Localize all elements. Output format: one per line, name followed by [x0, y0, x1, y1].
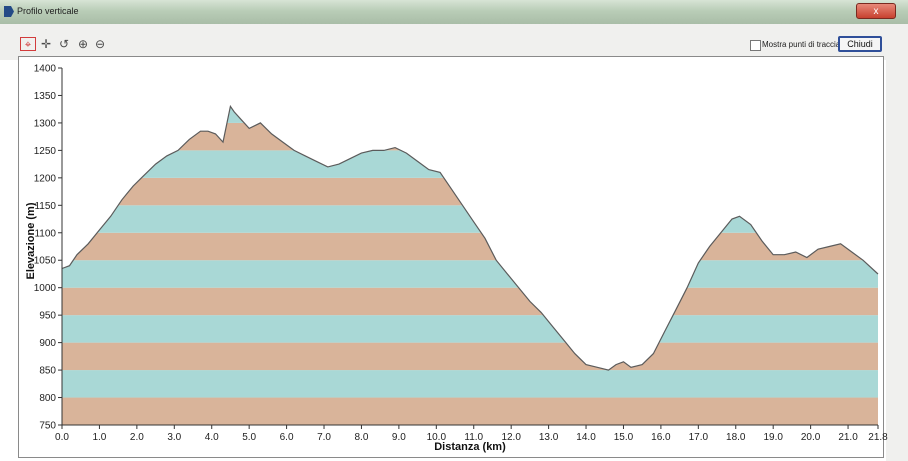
x-tick-label: 8.0	[354, 432, 368, 443]
elevation-band	[62, 342, 878, 371]
elevation-band	[62, 205, 878, 233]
elevation-band	[62, 177, 878, 206]
y-tick-label: 1100	[34, 228, 56, 239]
show-track-points-checkbox[interactable]	[750, 40, 761, 51]
x-tick-label: 3.0	[167, 432, 181, 443]
y-tick-label: 1200	[34, 173, 57, 184]
x-tick-label: 21.8	[868, 432, 888, 443]
x-tick-label: 12.0	[501, 432, 521, 443]
elevation-band	[62, 232, 878, 261]
x-tick-label: 0.0	[55, 432, 69, 443]
select-target-icon[interactable]: ⌖	[20, 37, 36, 51]
elevation-band	[62, 106, 878, 123]
app-icon	[4, 6, 14, 17]
window-close-button[interactable]: x	[856, 3, 896, 19]
x-tick-label: 13.0	[539, 432, 559, 443]
x-axis-label: Distanza (km)	[434, 441, 506, 453]
elevation-band	[62, 260, 878, 288]
rotate-icon[interactable]: ↺	[58, 37, 70, 51]
x-tick-label: 9.0	[392, 432, 406, 443]
elevation-band	[62, 370, 878, 398]
x-tick-label: 15.0	[614, 432, 634, 443]
x-tick-label: 19.0	[763, 432, 783, 443]
elevation-band	[62, 150, 878, 178]
x-tick-label: 4.0	[205, 432, 219, 443]
y-tick-label: 1000	[34, 283, 57, 294]
x-tick-label: 7.0	[317, 432, 331, 443]
elevation-band	[62, 68, 878, 95]
y-tick-label: 1050	[34, 256, 57, 267]
y-tick-label: 900	[39, 338, 56, 349]
x-tick-label: 2.0	[130, 432, 144, 443]
show-track-points-label[interactable]: Mostra punti di traccia	[762, 40, 841, 49]
window-right-edge	[886, 24, 908, 461]
elevation-band	[62, 315, 878, 343]
x-tick-label: 5.0	[242, 432, 256, 443]
y-tick-label: 1400	[34, 64, 57, 75]
close-dialog-button[interactable]: Chiudi	[838, 36, 882, 52]
y-tick-label: 850	[39, 366, 56, 377]
y-tick-label: 1150	[34, 201, 56, 212]
elevation-band	[62, 122, 878, 151]
y-axis-label: Elevazione (m)	[25, 202, 37, 279]
x-tick-label: 1.0	[92, 432, 106, 443]
profile-line	[61, 104, 879, 371]
y-tick-label: 1300	[34, 118, 57, 129]
elevation-band	[62, 287, 878, 316]
x-tick-label: 11.0	[464, 432, 483, 443]
x-tick-label: 21.0	[838, 432, 858, 443]
y-tick-label: 1250	[34, 146, 57, 157]
window-titlebar: Profilo verticale x	[0, 0, 908, 24]
x-tick-label: 18.0	[726, 432, 746, 443]
y-tick-label: 750	[39, 421, 56, 432]
x-tick-label: 20.0	[801, 432, 821, 443]
elevation-band	[62, 397, 878, 425]
x-tick-label: 10.0	[427, 432, 447, 443]
pan-crosshair-icon[interactable]: ✛	[40, 37, 52, 51]
y-tick-label: 1350	[34, 91, 57, 102]
x-tick-label: 6.0	[280, 432, 294, 443]
y-tick-label: 800	[39, 393, 56, 404]
y-tick-label: 950	[39, 311, 56, 322]
x-tick-label: 16.0	[651, 432, 671, 443]
window-title: Profilo verticale	[17, 6, 79, 16]
x-tick-label: 14.0	[576, 432, 596, 443]
zoom-out-icon[interactable]: ⊖	[94, 37, 106, 51]
x-tick-label: 17.0	[689, 432, 709, 443]
zoom-in-icon[interactable]: ⊕	[77, 37, 89, 51]
